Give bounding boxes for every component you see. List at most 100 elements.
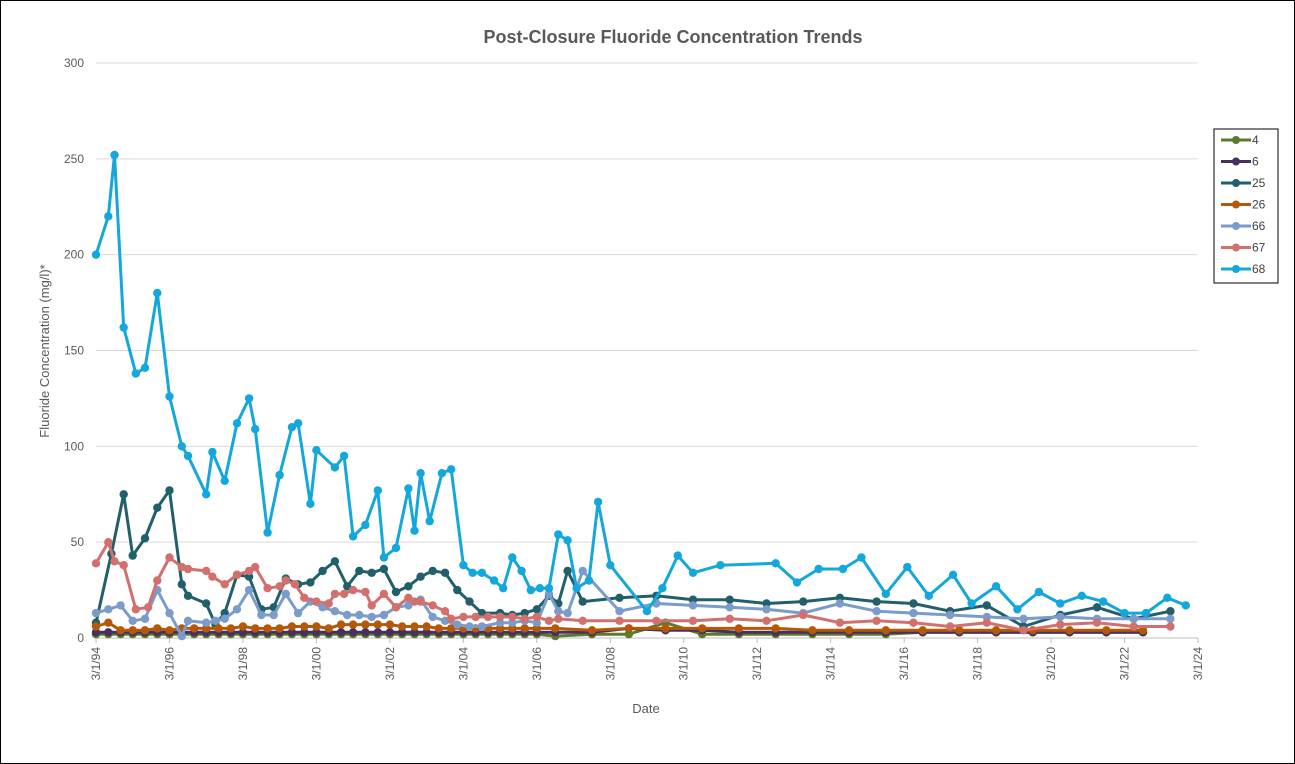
x-tick-label: 3/1/00	[309, 647, 323, 681]
data-point	[183, 591, 193, 600]
data-point	[220, 580, 229, 589]
data-point	[477, 608, 487, 618]
data-point	[287, 622, 297, 631]
data-point	[300, 628, 309, 637]
data-point	[606, 561, 615, 570]
data-point	[143, 603, 153, 612]
data-point	[945, 622, 955, 631]
data-point	[725, 603, 734, 612]
data-point	[211, 616, 220, 625]
data-point	[214, 624, 223, 633]
data-point	[838, 564, 848, 574]
y-tick-label: 300	[64, 56, 84, 70]
data-point	[336, 628, 346, 637]
y-axis-label: Fluoride Concentration (mg/l)*	[37, 264, 52, 437]
data-point	[563, 536, 572, 545]
data-point	[91, 622, 101, 631]
data-point	[116, 626, 125, 635]
data-point	[1181, 601, 1191, 610]
data-point	[379, 564, 389, 574]
data-point	[263, 528, 272, 537]
data-point	[404, 593, 413, 602]
data-point	[434, 624, 443, 633]
data-point	[1129, 614, 1138, 623]
data-point	[312, 446, 321, 455]
data-point	[318, 603, 327, 612]
data-point	[872, 616, 881, 625]
data-point	[208, 572, 217, 581]
data-point	[220, 614, 229, 623]
legend: 4 6 25 26 66 67 68	[1213, 128, 1279, 284]
data-point	[1065, 626, 1074, 635]
data-point	[104, 538, 113, 547]
data-point	[532, 618, 541, 627]
data-point	[520, 624, 529, 633]
data-point	[367, 601, 376, 610]
x-tick-label: 3/1/94	[89, 647, 103, 681]
data-point	[437, 469, 447, 478]
data-point	[220, 476, 229, 485]
data-point	[119, 490, 128, 499]
data-point	[447, 465, 456, 474]
data-point	[578, 597, 587, 606]
data-point	[698, 624, 707, 633]
data-point	[532, 612, 541, 622]
data-point	[165, 553, 174, 562]
data-point	[1019, 626, 1028, 635]
data-point	[428, 566, 437, 576]
data-point	[762, 616, 771, 625]
data-point	[982, 601, 991, 610]
data-point	[465, 597, 474, 606]
data-point	[202, 490, 211, 499]
y-tick-labels: 0 50 100 150 200 250 300	[64, 56, 84, 645]
data-point	[422, 628, 431, 637]
data-point	[903, 562, 912, 572]
data-point	[330, 589, 340, 599]
legend-label: 4	[1252, 133, 1259, 147]
legend-swatch-marker	[1232, 157, 1240, 166]
data-point	[397, 628, 407, 637]
data-point	[128, 616, 137, 625]
data-point	[165, 626, 174, 635]
data-point	[348, 585, 358, 595]
data-point	[165, 486, 174, 495]
data-point	[835, 618, 845, 627]
data-point	[615, 607, 624, 616]
data-point	[955, 626, 964, 635]
data-point	[428, 612, 437, 622]
legend-swatch-marker	[1232, 179, 1240, 187]
legend-swatch-marker	[1232, 222, 1240, 230]
data-point	[440, 607, 450, 616]
data-point	[1129, 622, 1138, 631]
series-68	[91, 150, 1191, 618]
data-point	[416, 469, 425, 478]
gridlines	[96, 62, 1198, 543]
x-axis-label: Date	[632, 701, 659, 716]
data-point	[526, 585, 535, 595]
data-point	[251, 562, 260, 572]
data-point	[140, 626, 150, 635]
data-point	[535, 584, 545, 593]
data-point	[324, 624, 333, 633]
data-point	[814, 564, 823, 574]
data-point	[1092, 603, 1102, 612]
data-point	[312, 622, 321, 631]
data-point	[190, 624, 199, 633]
data-point	[991, 626, 1001, 635]
data-point	[477, 622, 487, 631]
data-point	[244, 585, 254, 595]
data-point	[909, 618, 918, 627]
data-point	[1056, 612, 1065, 622]
data-point	[551, 624, 560, 633]
data-point	[1166, 622, 1175, 631]
data-point	[495, 612, 505, 622]
data-point	[104, 212, 113, 221]
x-tick-label: 3/1/02	[383, 647, 397, 681]
legend-label: 26	[1252, 198, 1266, 212]
data-point	[131, 605, 140, 614]
legend-swatch-marker	[1232, 200, 1240, 209]
data-point	[232, 570, 242, 579]
data-point	[104, 618, 113, 627]
data-point	[373, 628, 382, 637]
data-point	[578, 566, 587, 576]
